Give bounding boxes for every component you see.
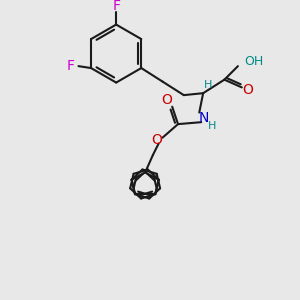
Text: OH: OH bbox=[245, 55, 264, 68]
Text: F: F bbox=[67, 59, 75, 73]
Text: H: H bbox=[208, 121, 216, 131]
Text: H: H bbox=[204, 80, 212, 91]
Text: F: F bbox=[112, 0, 120, 13]
Text: N: N bbox=[199, 111, 209, 125]
Text: O: O bbox=[161, 93, 172, 107]
Text: O: O bbox=[151, 133, 162, 147]
Text: O: O bbox=[242, 83, 253, 97]
